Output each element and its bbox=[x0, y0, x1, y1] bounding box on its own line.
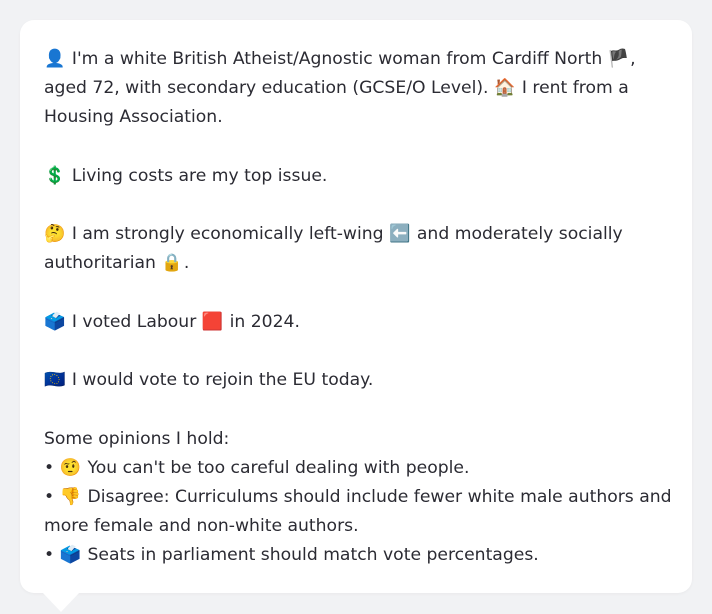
opinion-text: You can't be too careful dealing with pe… bbox=[82, 457, 470, 478]
politics-paragraph: 🤔 I am strongly economically left-wing ⬅… bbox=[44, 220, 676, 278]
vote-paragraph: 🗳️ I voted Labour 🟥 in 2024. bbox=[44, 308, 676, 337]
opinion-item: • 🤨 You can't be too careful dealing wit… bbox=[44, 454, 676, 483]
opinion-text: Disagree: Curriculums should include few… bbox=[44, 486, 672, 537]
ballot-box-icon: 🗳️ bbox=[59, 545, 82, 566]
bullet: • bbox=[44, 486, 55, 507]
intro-paragraph: 👤 I'm a white British Atheist/Agnostic w… bbox=[44, 45, 676, 133]
message-bubble: 👤 I'm a white British Atheist/Agnostic w… bbox=[20, 20, 692, 593]
left-arrow-icon: ⬅️ bbox=[389, 224, 411, 245]
thinking-face-icon: 🤔 bbox=[44, 224, 66, 245]
opinion-item: • 👎 Disagree: Curriculums should include… bbox=[44, 483, 676, 541]
politics-text-3: . bbox=[183, 253, 190, 274]
ballot-box-icon: 🗳️ bbox=[44, 311, 66, 332]
opinions-heading: Some opinions I hold: bbox=[44, 428, 230, 449]
opinions-section: Some opinions I hold: • 🤨 You can't be t… bbox=[44, 425, 676, 571]
eu-text: I would vote to rejoin the EU today. bbox=[66, 370, 374, 391]
top-issue-paragraph: 💲 Living costs are my top issue. bbox=[44, 162, 676, 191]
person-icon: 👤 bbox=[44, 49, 66, 69]
bullet: • bbox=[44, 457, 55, 478]
dollar-icon: 💲 bbox=[44, 165, 66, 186]
message-content: 👤 I'm a white British Atheist/Agnostic w… bbox=[44, 45, 676, 571]
bubble-tail bbox=[42, 592, 80, 612]
vote-text-1: I voted Labour bbox=[66, 311, 202, 332]
lock-icon: 🔒 bbox=[161, 253, 183, 274]
eu-flag-icon: 🇪🇺 bbox=[44, 370, 66, 391]
wales-flag-icon: 🏴 bbox=[607, 49, 630, 69]
raised-eyebrow-icon: 🤨 bbox=[59, 457, 82, 478]
opinion-text: Seats in parliament should match vote pe… bbox=[82, 545, 539, 566]
top-issue-text: Living costs are my top issue. bbox=[66, 165, 328, 186]
red-square-icon: 🟥 bbox=[201, 311, 224, 332]
politics-text-1: I am strongly economically left-wing bbox=[66, 224, 390, 245]
intro-text-2: , aged 72, with secondary education (GCS… bbox=[44, 49, 636, 99]
opinion-item: • 🗳️ Seats in parliament should match vo… bbox=[44, 541, 676, 570]
house-icon: 🏠 bbox=[493, 78, 516, 99]
vote-text-2: in 2024. bbox=[224, 311, 300, 332]
intro-text-3: I rent from a Housing Association. bbox=[44, 78, 629, 128]
eu-paragraph: 🇪🇺 I would vote to rejoin the EU today. bbox=[44, 366, 676, 395]
politics-text-2: and moderately socially authoritarian bbox=[44, 224, 623, 274]
bullet: • bbox=[44, 545, 55, 566]
thumbs-down-icon: 👎 bbox=[59, 486, 82, 507]
intro-text-1: I'm a white British Atheist/Agnostic wom… bbox=[66, 49, 608, 69]
